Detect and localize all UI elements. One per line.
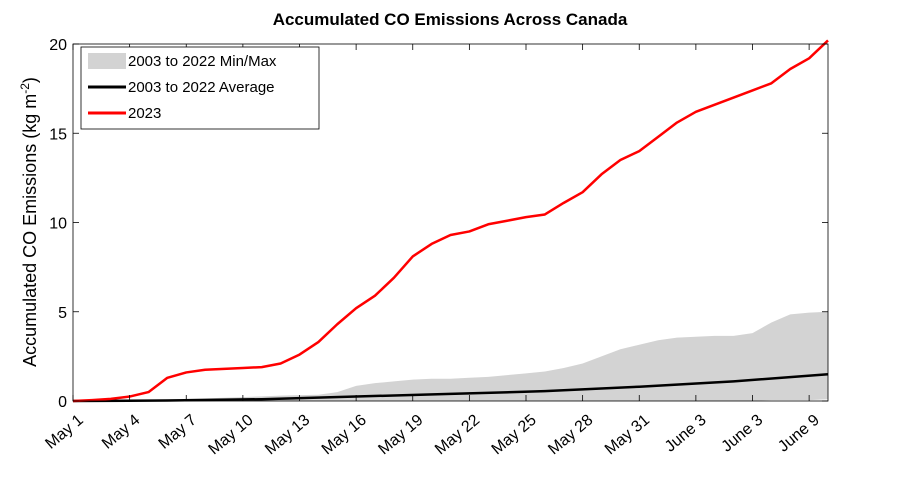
x-tick-label: May 28 bbox=[545, 412, 596, 459]
legend-swatch-minmax bbox=[88, 53, 126, 69]
legend-label-minmax: 2003 to 2022 Min/Max bbox=[128, 53, 277, 70]
x-tick-label: May 19 bbox=[375, 412, 426, 459]
x-tick-label: May 22 bbox=[432, 412, 483, 459]
x-tick-label: May 25 bbox=[489, 412, 540, 459]
y-tick-label: 15 bbox=[49, 126, 67, 143]
minmax-band bbox=[73, 311, 828, 401]
x-tick-label: June 9 bbox=[775, 412, 823, 456]
series-line-layer bbox=[72, 39, 829, 403]
y-tick-label: 20 bbox=[49, 37, 67, 54]
x-tick-label: June 3 bbox=[662, 412, 710, 456]
x-tick-label: May 1 bbox=[42, 412, 86, 453]
y-axis-label-superscript: -2 bbox=[18, 83, 32, 94]
legend-label-2023: 2023 bbox=[128, 105, 161, 122]
y-tick-label: 5 bbox=[58, 305, 67, 322]
legend-label-average: 2003 to 2022 Average bbox=[128, 79, 275, 96]
y-axis: 0 5 10 15 20 bbox=[49, 37, 828, 411]
series-2023-line bbox=[72, 39, 829, 403]
y-axis-label-close: ) bbox=[20, 77, 40, 83]
x-tick-label: June 3 bbox=[719, 412, 767, 456]
chart-title: Accumulated CO Emissions Across Canada bbox=[273, 10, 628, 29]
average-line bbox=[72, 372, 829, 403]
legend: 2003 to 2022 Min/Max 2003 to 2022 Averag… bbox=[80, 46, 320, 130]
x-tick-label: May 16 bbox=[319, 412, 370, 459]
y-tick-label: 0 bbox=[58, 394, 67, 411]
x-tick-label: May 10 bbox=[206, 412, 257, 459]
y-axis-label: Accumulated CO Emissions (kg m-2) bbox=[18, 77, 40, 367]
x-tick-label: May 31 bbox=[602, 412, 653, 459]
y-tick-label: 10 bbox=[49, 216, 67, 233]
minmax-band-layer bbox=[73, 311, 828, 401]
y-axis-label-main: Accumulated CO Emissions (kg m bbox=[20, 94, 40, 367]
x-tick-label: May 7 bbox=[156, 412, 200, 453]
x-tick-label: May 13 bbox=[262, 412, 313, 459]
x-tick-label: May 4 bbox=[99, 412, 143, 453]
